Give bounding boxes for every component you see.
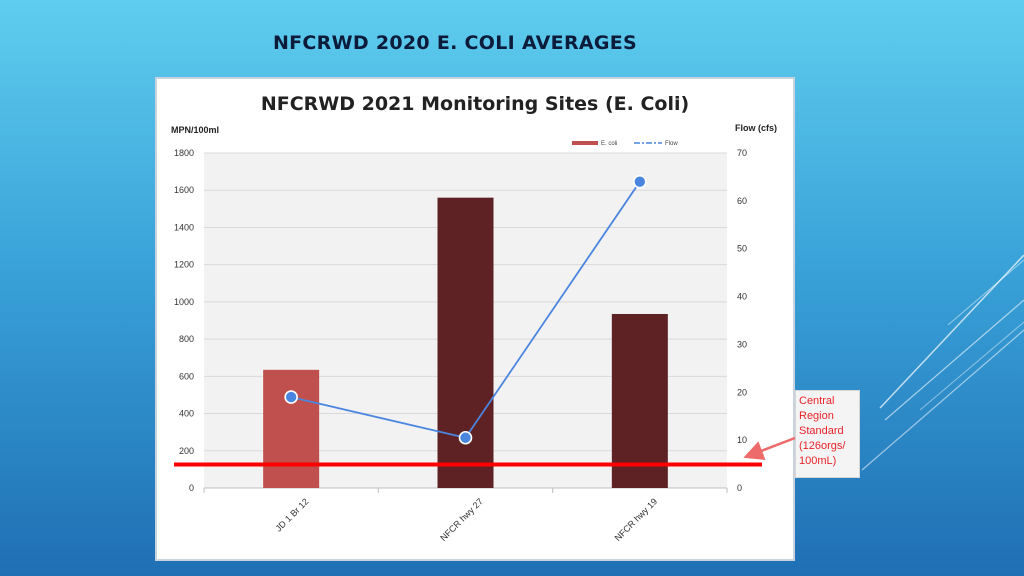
callout-line-4: (126orgs/ [799,440,846,452]
chart-title: NFCRWD 2021 Monitoring Sites (E. Coli) [261,93,689,115]
y-tick-label: 800 [179,334,194,344]
y2-tick-label: 0 [737,483,742,493]
point-flow [458,430,473,445]
point-flow [284,390,298,404]
y-tick-label: 1400 [174,222,194,232]
callout-line-2: Region [799,410,834,422]
bar-ecoli [611,313,668,488]
y-tick-label: 1000 [174,297,194,307]
legend-swatch-ecoli [572,141,598,145]
callout-arrow [743,436,796,460]
slide-title: NFCRWD 2020 E. COLI AVERAGES [272,32,638,54]
central-region-standard-callout: Central Region Standard (126orgs/ 100mL) [795,390,860,478]
y2-tick-label: 20 [737,387,747,397]
callout-line-5: 100mL) [799,455,837,467]
y-tick-label: 0 [189,483,194,493]
y-tick-label: 1800 [174,148,194,158]
y-tick-label: 200 [179,446,194,456]
y2-tick-label: 10 [737,435,747,445]
y2-tick-label: 60 [737,196,747,206]
y-axis-label: MPN/100ml [171,125,219,135]
y2-tick-label: 40 [737,292,747,302]
point-flow [633,174,647,189]
y-tick-label: 400 [179,409,194,419]
legend-label-ecoli: E. coli [601,141,617,147]
bar-ecoli [263,369,320,488]
legend-label-flow: Flow [665,141,678,147]
y2-tick-label: 70 [737,148,747,158]
callout-line-1: Central [799,395,835,407]
y2-tick-label: 30 [737,339,747,349]
y-tick-label: 600 [179,371,194,381]
y-tick-label: 1200 [174,260,194,270]
y2-tick-label: 50 [737,244,747,254]
y-tick-label: 1600 [174,185,194,195]
chart: 0 200 400 600 800 1000 1200 1400 1600 1800 0 10 20 30… [171,93,777,543]
y2-axis-label: Flow (cfs) [735,123,777,133]
callout-line-3: Standard [799,425,844,437]
chart-frame: 0 200 400 600 800 1000 1200 1400 1600 1800 0 10 20 30… [155,77,795,561]
